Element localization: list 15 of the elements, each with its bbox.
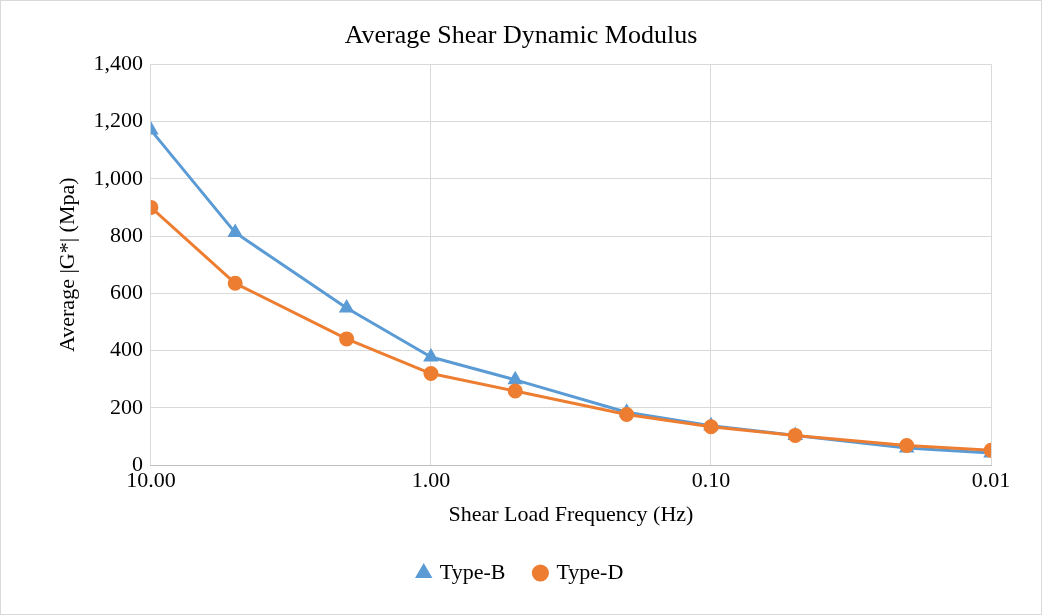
legend-label: Type-D — [556, 558, 624, 584]
y-tick-label: 800 — [109, 221, 143, 247]
x-axis-title: Shear Load Frequency (Hz) — [448, 500, 694, 526]
y-tick-label: 1,200 — [93, 107, 143, 133]
legend-label: Type-B — [439, 558, 506, 584]
chart-title: Average Shear Dynamic Modulus — [344, 20, 698, 50]
x-tick-label: 0.01 — [971, 467, 1011, 493]
y-tick-label: 1,400 — [93, 49, 143, 75]
x-tick-label: 1.00 — [411, 467, 451, 493]
y-tick-label: 400 — [109, 336, 143, 362]
y-axis-title: Average |G*| (Mpa) — [53, 177, 79, 352]
y-tick-label: 600 — [109, 279, 143, 305]
x-tick-label: 0.10 — [691, 467, 731, 493]
y-tick-label: 200 — [109, 393, 143, 419]
y-tick-label: 1,000 — [93, 164, 143, 190]
